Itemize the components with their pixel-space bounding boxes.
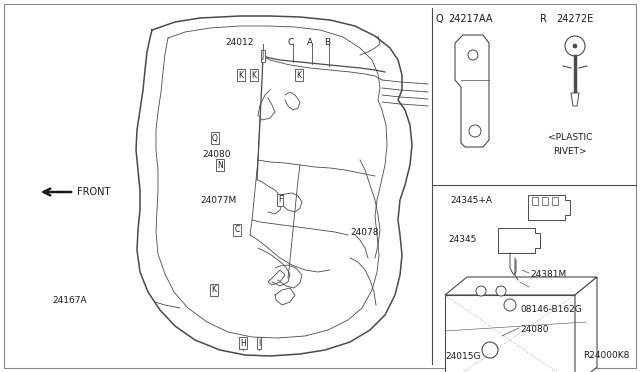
Text: 08146-B162G: 08146-B162G (520, 305, 582, 314)
Circle shape (496, 286, 506, 296)
Polygon shape (575, 277, 597, 372)
Circle shape (565, 36, 585, 56)
Text: B: B (324, 38, 330, 47)
Text: B: B (488, 346, 493, 355)
Text: F: F (278, 196, 282, 205)
Text: 24272E: 24272E (556, 14, 593, 24)
Text: C: C (234, 225, 239, 234)
Circle shape (504, 299, 516, 311)
Polygon shape (571, 93, 579, 106)
Text: I: I (258, 339, 260, 347)
Text: 24015G: 24015G (445, 352, 481, 361)
Text: 24080: 24080 (520, 325, 548, 334)
Text: R24000K8: R24000K8 (584, 351, 630, 360)
Text: 24078: 24078 (530, 284, 559, 293)
FancyBboxPatch shape (552, 197, 558, 205)
Circle shape (476, 286, 486, 296)
Text: FRONT: FRONT (77, 187, 110, 197)
Text: J: J (262, 51, 264, 61)
Text: 24167A: 24167A (52, 296, 86, 305)
Circle shape (573, 44, 577, 48)
Polygon shape (445, 277, 597, 295)
Polygon shape (528, 195, 570, 220)
Text: K: K (211, 285, 216, 295)
Text: 24078: 24078 (350, 228, 378, 237)
Text: Q: Q (436, 14, 444, 24)
Circle shape (469, 125, 481, 137)
Text: 24077M: 24077M (200, 196, 236, 205)
Text: A: A (307, 38, 313, 47)
Text: 24012: 24012 (225, 38, 253, 47)
Text: 24080: 24080 (202, 150, 230, 159)
Text: M: M (507, 232, 513, 241)
Text: 24217AA: 24217AA (448, 14, 493, 24)
Text: C: C (288, 38, 294, 47)
Polygon shape (498, 228, 540, 253)
Text: K: K (252, 71, 257, 80)
Text: K: K (296, 71, 301, 80)
Text: 24381M: 24381M (530, 270, 566, 279)
Text: RIVET>: RIVET> (553, 147, 587, 156)
Polygon shape (455, 35, 489, 147)
Text: K: K (239, 71, 243, 80)
Text: Q: Q (212, 134, 218, 142)
Circle shape (482, 342, 498, 358)
Text: 24345+A: 24345+A (450, 196, 492, 205)
FancyBboxPatch shape (542, 197, 548, 205)
Text: H: H (240, 339, 246, 347)
Text: <PLASTIC: <PLASTIC (548, 133, 593, 142)
Text: 24345: 24345 (448, 235, 476, 244)
Text: B: B (508, 302, 513, 308)
Polygon shape (445, 295, 575, 372)
FancyBboxPatch shape (532, 197, 538, 205)
Circle shape (468, 50, 478, 60)
Text: R: R (540, 14, 547, 24)
Text: N: N (217, 160, 223, 170)
